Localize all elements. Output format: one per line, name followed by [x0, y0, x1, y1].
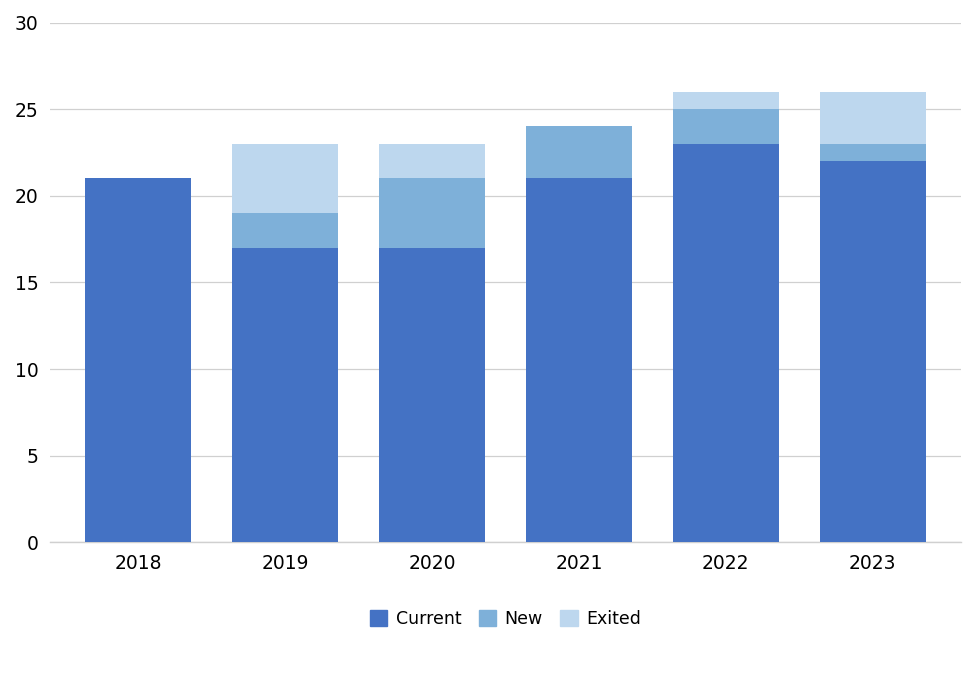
Bar	[820, 161, 925, 543]
Bar	[526, 179, 631, 543]
Bar	[232, 248, 338, 543]
Legend: Current, New, Exited: Current, New, Exited	[363, 603, 648, 635]
Bar	[673, 92, 779, 109]
Bar	[232, 213, 338, 248]
Bar	[232, 144, 338, 213]
Bar	[85, 179, 191, 543]
Bar	[379, 144, 485, 179]
Bar	[379, 248, 485, 543]
Bar	[379, 179, 485, 248]
Bar	[820, 144, 925, 161]
Bar	[673, 109, 779, 144]
Bar	[820, 92, 925, 144]
Bar	[673, 144, 779, 543]
Bar	[526, 127, 631, 179]
